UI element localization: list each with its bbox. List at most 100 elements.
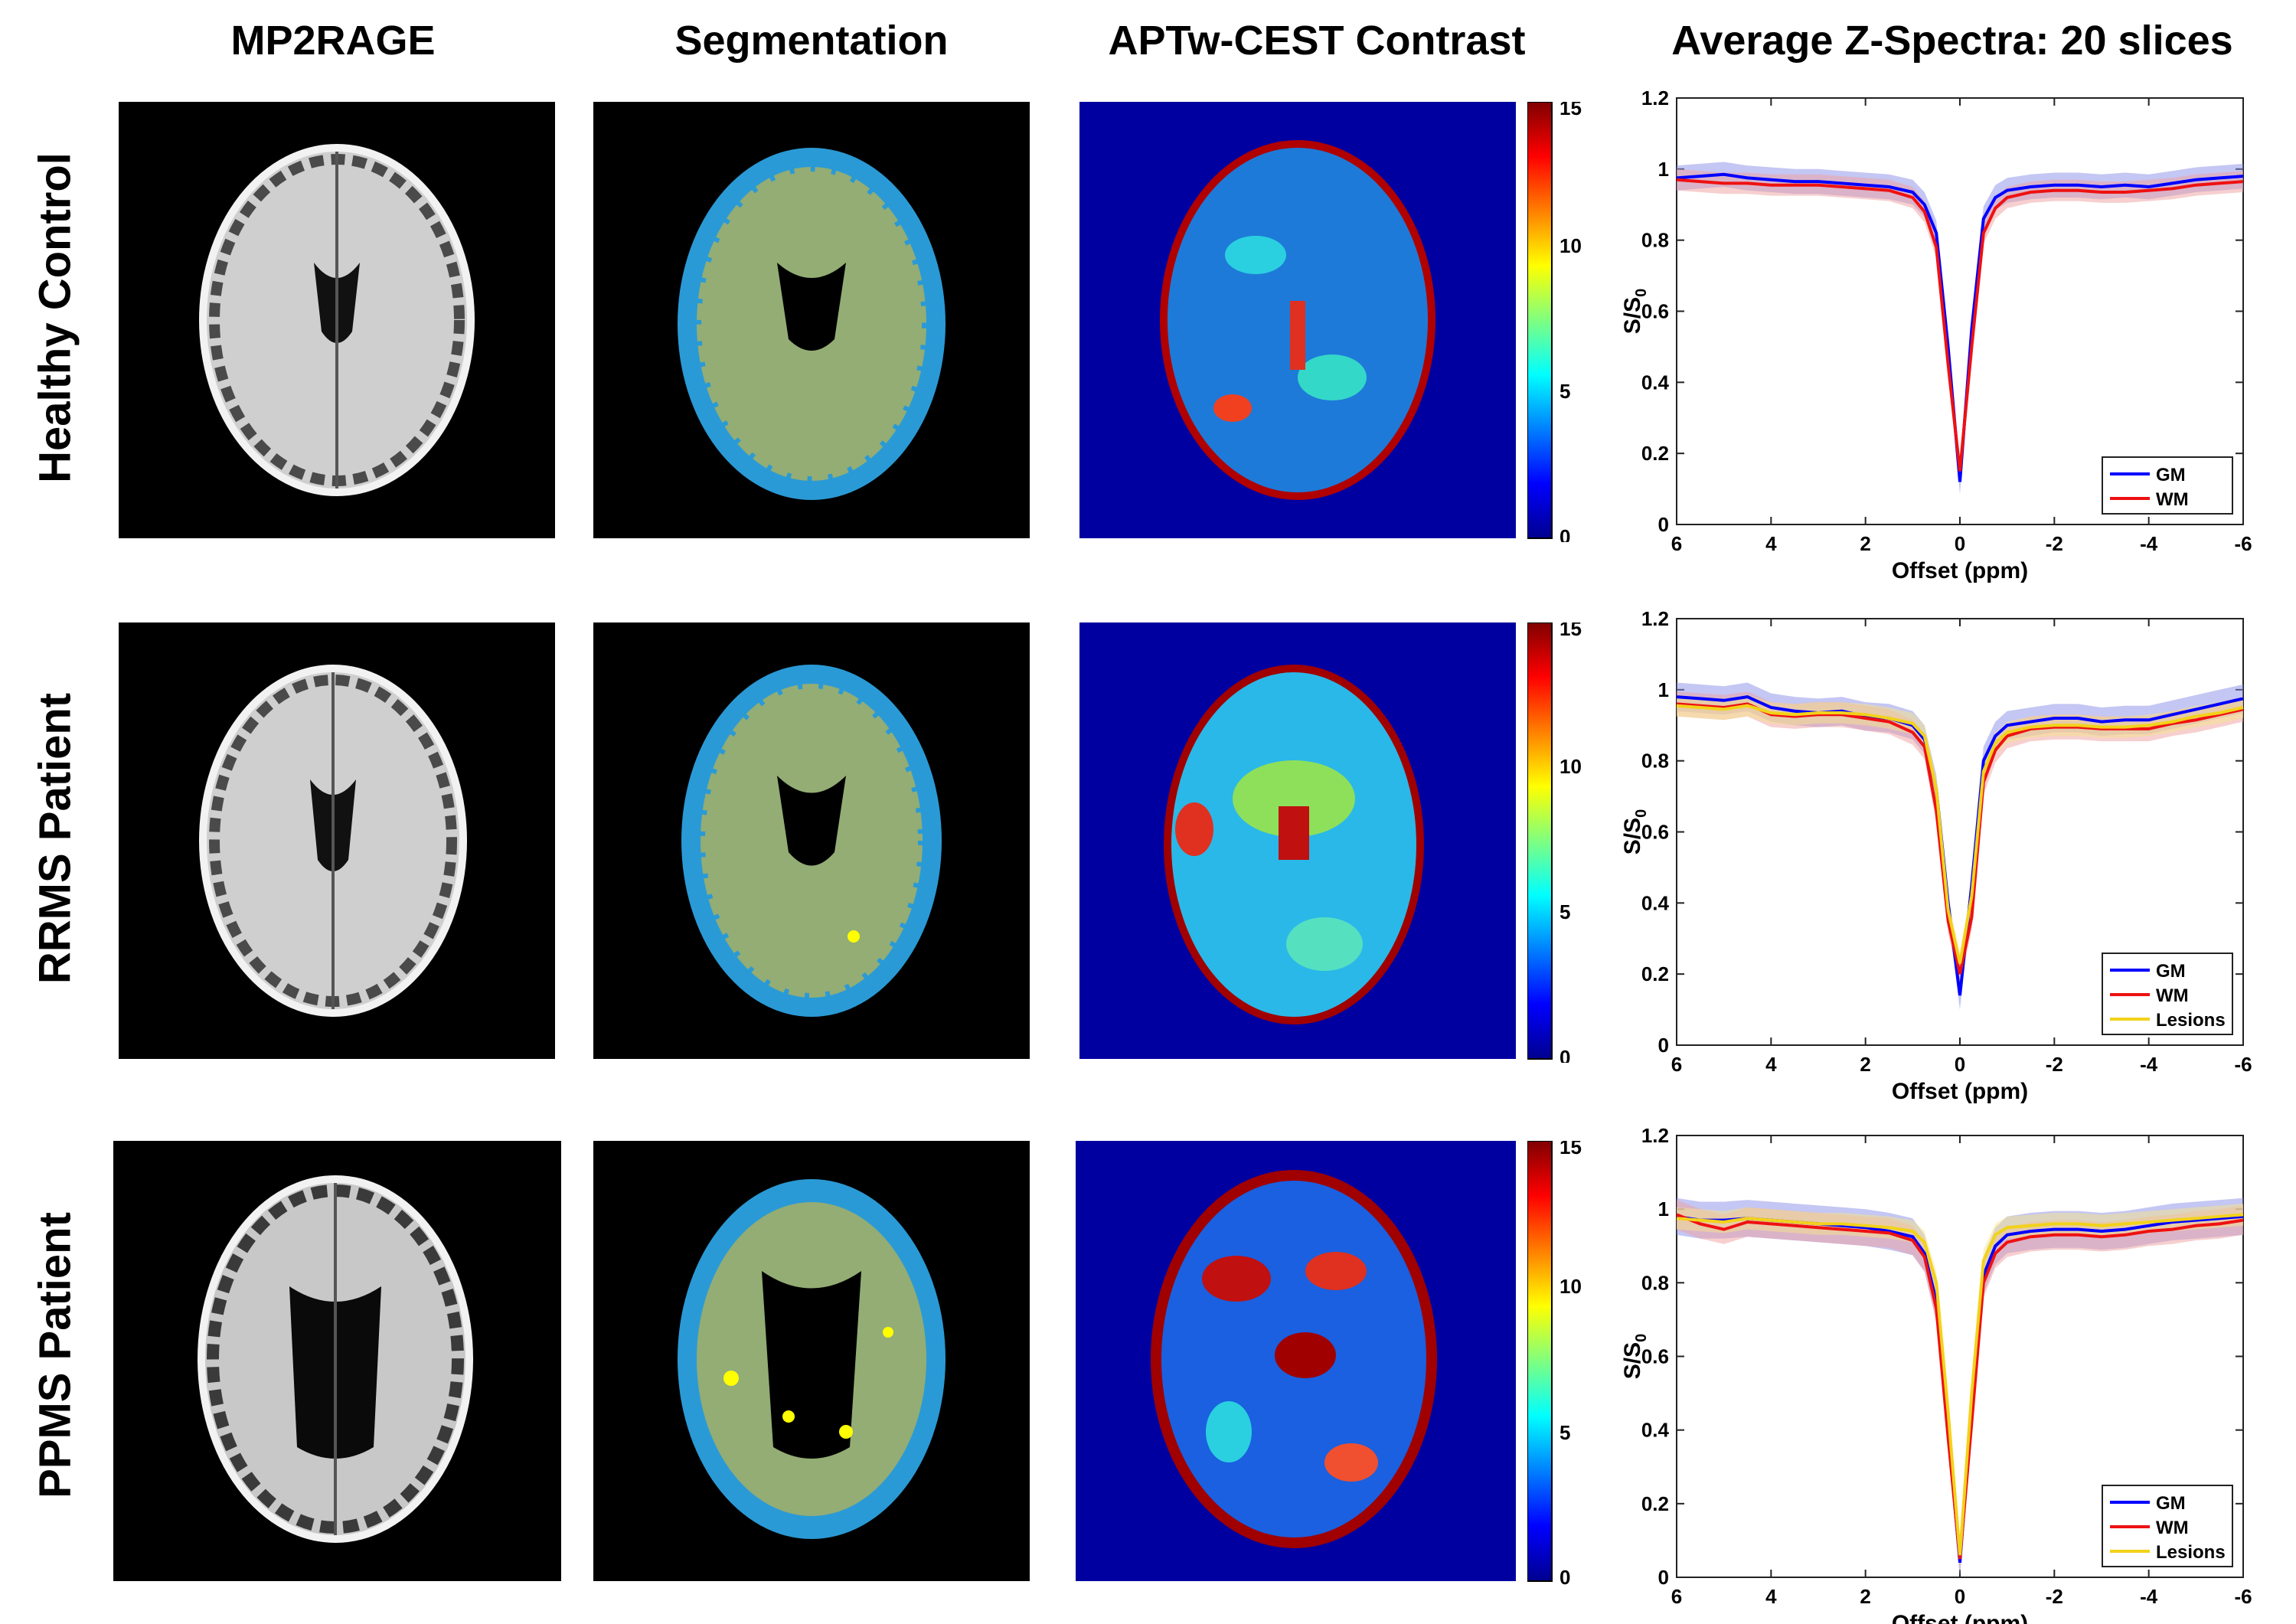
x-tick-label: -6 [2234,1053,2252,1076]
series-line-gm [1676,172,2244,482]
y-axis-label-subscript: 0 [1633,289,1650,297]
mp2rage-image-healthy [119,102,555,538]
brain-t1-graphic [199,144,475,496]
x-tick-label: 2 [1860,1585,1870,1608]
y-tick-label: 0.6 [1641,1345,1669,1368]
colorbar-tick: 15 [1560,622,1582,640]
cest-map-graphic [1164,665,1424,1024]
y-axis-label-subscript: 0 [1633,809,1650,818]
y-tick-label: 1 [1658,158,1669,181]
row-title-ppms-patient: PPMS Patient [30,1212,80,1498]
colorbar-tick: 10 [1560,234,1582,257]
x-tick-label: 2 [1860,1053,1870,1076]
x-tick-label: 0 [1955,532,1965,555]
cest-image-healthy [1079,102,1516,538]
x-tick-label: -4 [2140,1053,2158,1076]
y-tick-label: 1.2 [1641,607,1669,630]
series-line-lesions [1676,704,2244,964]
x-axis-label: Offset (ppm) [1892,1611,2028,1624]
series-band-wm [1677,1200,2243,1574]
column-title-mp2rage: MP2RAGE [230,18,436,64]
colorbar-healthy: 0 5 10 15 [1527,102,1582,542]
brain-t1-graphic [198,1175,473,1543]
x-tick-label: 0 [1955,1585,1965,1608]
mp2rage-image-ppms [113,1141,561,1581]
segmentation-image-rrms [593,622,1030,1059]
segmentation-graphic [678,1179,946,1539]
x-axis-label: Offset (ppm) [1892,558,2028,583]
colorbar-tick: 15 [1560,1141,1582,1158]
y-tick-label: 0.2 [1641,962,1669,985]
column-title-aptw-cest: APTw-CEST Contrast [1108,18,1526,64]
x-tick-label: 2 [1860,532,1870,555]
y-tick-label: 0.6 [1641,821,1669,844]
y-tick-label: 1.2 [1641,87,1669,109]
y-tick-label: 1 [1658,1198,1669,1220]
x-tick-label: 6 [1671,1053,1682,1076]
legend-label-gm: GM [2156,465,2186,485]
segmentation-graphic [678,148,946,500]
legend-box [2102,456,2233,515]
x-tick-label: -2 [2046,1585,2063,1608]
cest-map-graphic [1151,1170,1437,1548]
segmentation-graphic [681,665,942,1017]
y-tick-label: 0.6 [1641,300,1669,323]
colorbar-tick: 10 [1560,755,1582,778]
row-title-rrms-patient: RRMS Patient [30,692,80,985]
row-title-healthy-control: Healthy Control [30,152,80,483]
series-line-lesions [1676,1213,2244,1556]
x-tick-label: 6 [1671,532,1682,555]
segmentation-image-healthy [593,102,1030,538]
y-tick-label: 0 [1658,513,1669,536]
legend-label-lesions: Lesions [2156,1542,2226,1563]
colorbar-tick: 5 [1560,380,1570,403]
colorbar-tick: 0 [1560,1566,1570,1585]
legend-label-gm: GM [2156,1493,2186,1514]
y-tick-label: 0.8 [1641,1271,1669,1294]
x-tick-label: 4 [1765,1053,1777,1076]
y-tick-label: 0 [1658,1034,1669,1057]
x-tick-label: 0 [1955,1053,1965,1076]
colorbar-tick: 10 [1560,1275,1582,1298]
y-tick-label: 1 [1658,678,1669,701]
series-line-wm [1676,178,2244,472]
mp2rage-image-rrms [119,622,555,1059]
y-tick-label: 1.2 [1641,1124,1669,1147]
colorbar-ppms: 0 5 10 15 [1527,1141,1582,1585]
legend-label-wm: WM [2156,985,2189,1006]
brain-t1-graphic [199,665,467,1017]
y-tick-label: 0.4 [1641,371,1670,394]
column-title-segmentation: Segmentation [674,18,949,64]
legend-label-gm: GM [2156,961,2186,982]
cest-image-rrms [1079,622,1516,1059]
colorbar-tick: 0 [1560,1046,1570,1063]
x-tick-label: -6 [2234,1585,2252,1608]
x-axis-label: Offset (ppm) [1892,1079,2028,1104]
cest-image-ppms [1076,1141,1516,1581]
y-tick-label: 0.8 [1641,750,1669,773]
legend-label-lesions: Lesions [2156,1010,2226,1031]
x-tick-label: 6 [1671,1585,1682,1608]
y-tick-label: 0 [1658,1566,1669,1589]
colorbar-tick: 15 [1560,102,1582,119]
x-tick-label: 4 [1765,532,1777,555]
cest-map-graphic [1160,140,1435,500]
x-tick-label: -2 [2046,1053,2063,1076]
segmentation-image-ppms [593,1141,1030,1581]
legend-label-wm: WM [2156,489,2189,510]
colorbar-tick: 5 [1560,900,1570,923]
x-tick-label: 4 [1765,1585,1777,1608]
colorbar-rrms: 0 5 10 15 [1527,622,1582,1063]
y-tick-label: 0.4 [1641,891,1670,914]
series-line-wm [1676,702,2244,975]
y-tick-label: 0.2 [1641,442,1669,465]
y-tick-label: 0.4 [1641,1419,1670,1442]
colorbar-tick: 0 [1560,525,1570,542]
x-tick-label: -2 [2046,532,2063,555]
x-tick-label: -4 [2140,532,2158,555]
y-tick-label: 0.2 [1641,1492,1669,1515]
colorbar-tick: 5 [1560,1421,1570,1444]
